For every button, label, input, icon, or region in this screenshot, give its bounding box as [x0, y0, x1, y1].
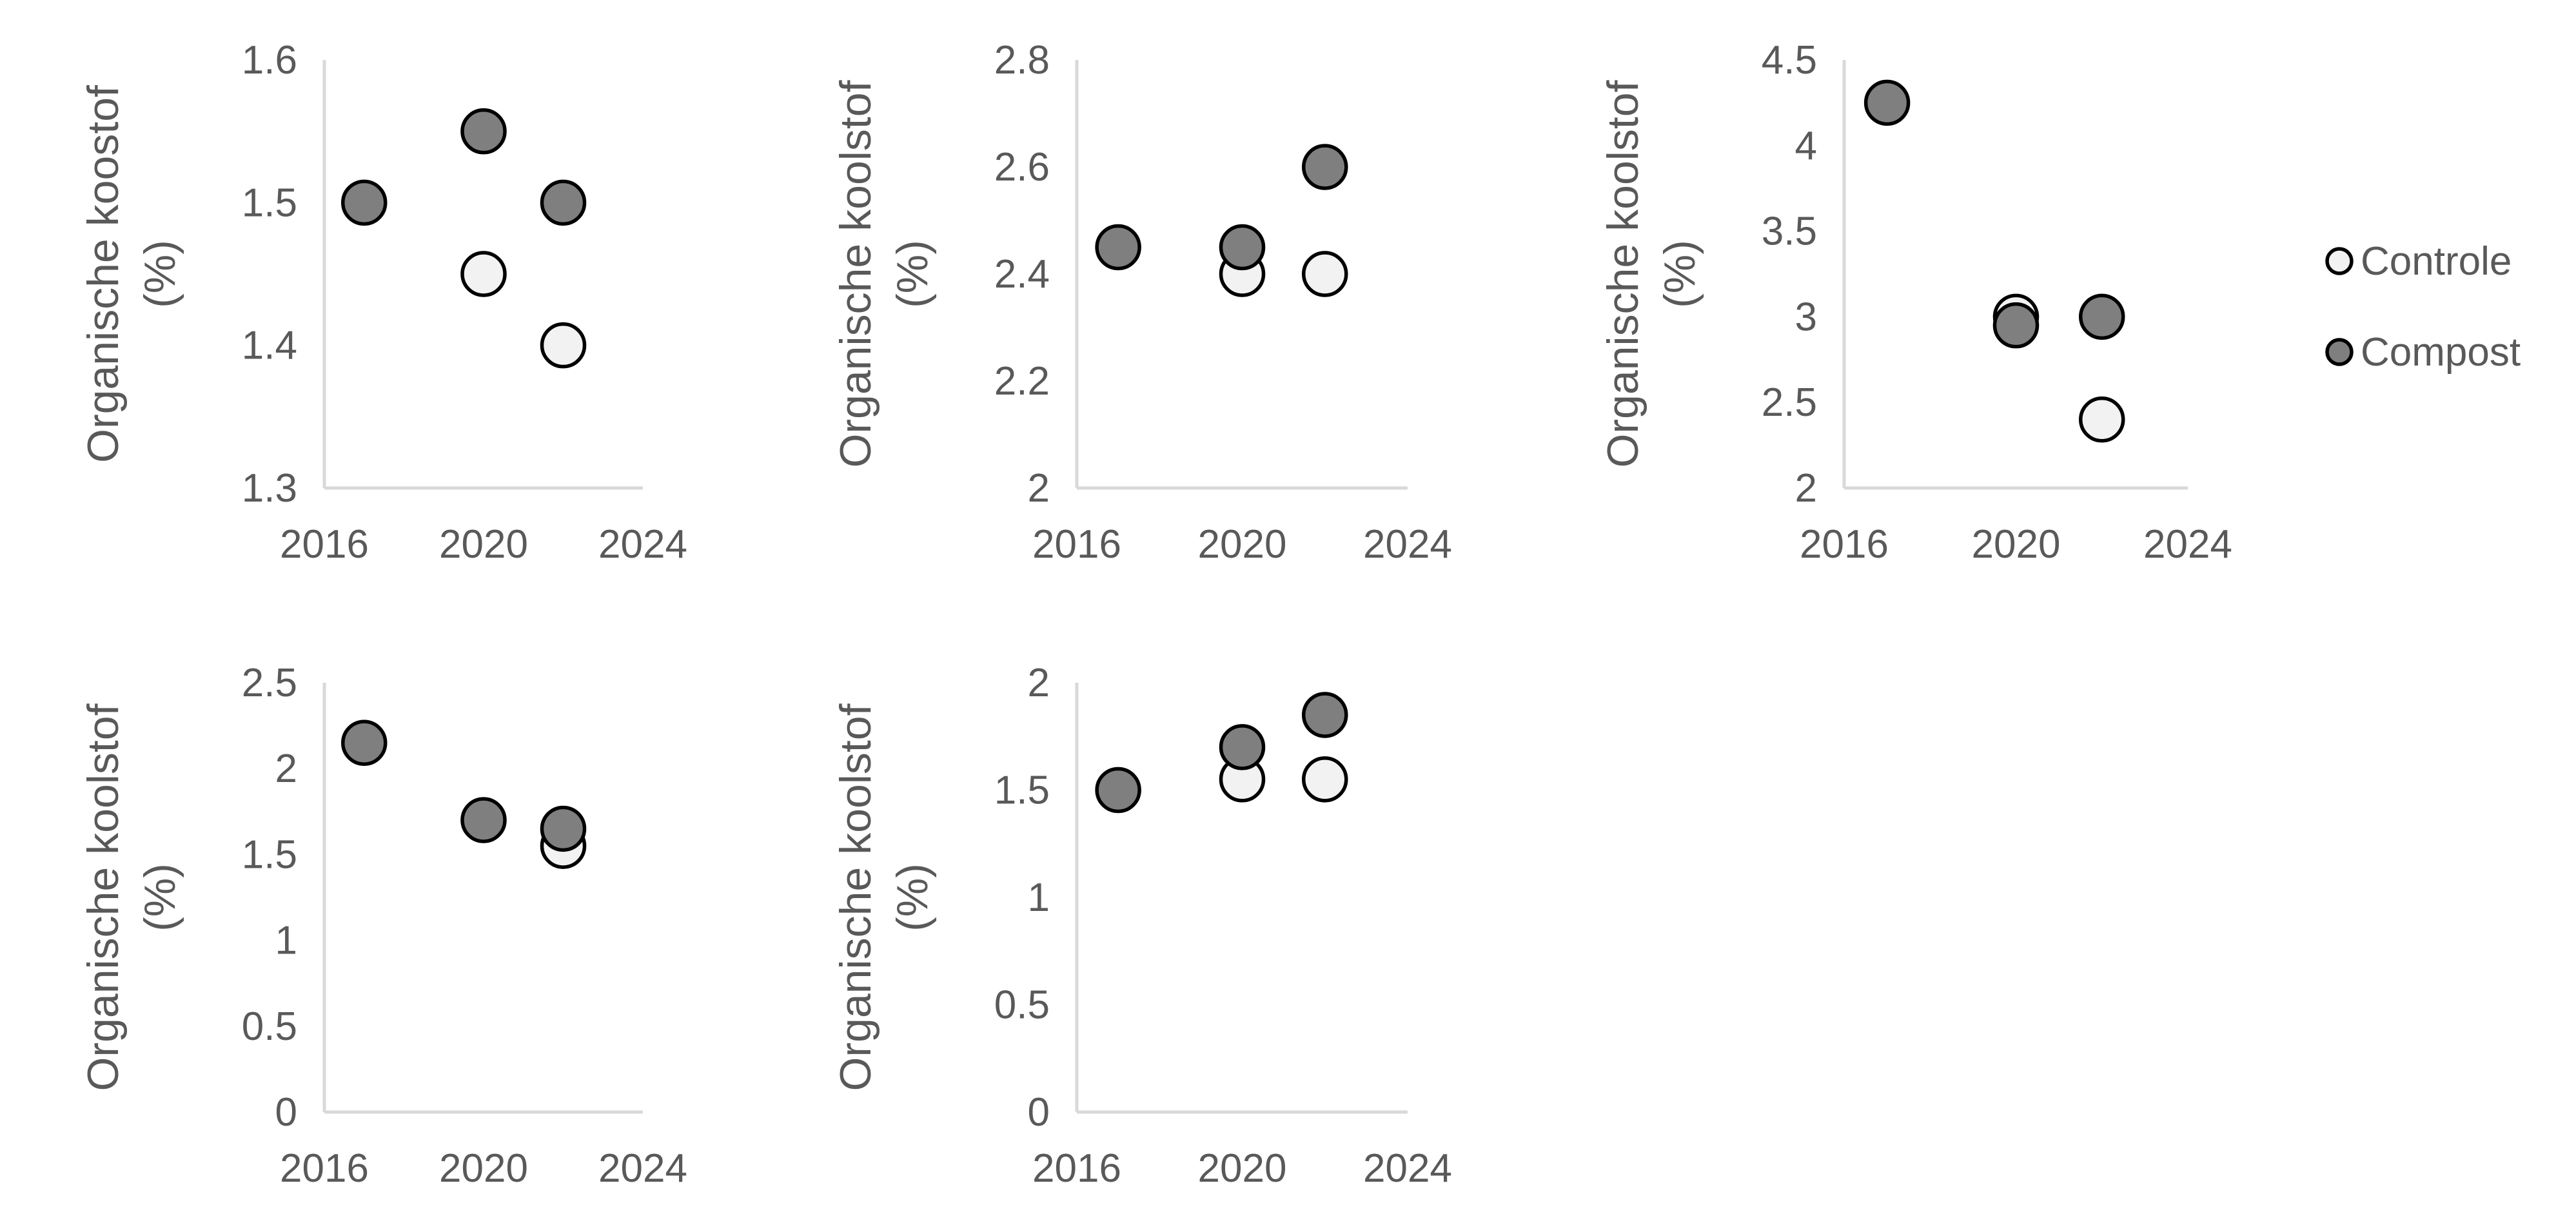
chart-panel-4: 0 0.5 1 1.5 2 2.5 2016 2020 2024 Organische kools…	[79, 661, 687, 1191]
x-tick-label: 2016	[1032, 522, 1121, 567]
y-tick-label: 1	[275, 919, 297, 963]
chart-legend: Controle Compost	[2325, 239, 2521, 375]
y-tick-label: 1.5	[242, 181, 297, 225]
y-axis-title-unit: (%)	[135, 240, 184, 308]
y-tick-label: 2	[1795, 466, 1817, 511]
y-tick-label: 2.5	[1762, 380, 1817, 425]
x-tick-label: 2016	[1800, 522, 1889, 567]
y-axis-title-unit: (%)	[888, 863, 937, 932]
chart-panel-1: 1.3 1.4 1.5 1.6 2016 2020 2024 Organische koost…	[79, 38, 687, 567]
chart-panel-5: 0 0.5 1 1.5 2 2016 2020 2024 Organische koolstof…	[831, 661, 1452, 1191]
x-tick-label: 2020	[439, 1146, 528, 1191]
y-tick-label: 1.4	[242, 324, 297, 368]
y-tick-label: 0	[275, 1090, 297, 1135]
y-tick-label: 2.6	[994, 145, 1050, 190]
y-axis-title: Organische koolstof	[831, 80, 880, 467]
x-tick-label: 2016	[280, 522, 369, 567]
x-tick-label: 2020	[1198, 522, 1287, 567]
y-tick-label: 2	[1028, 466, 1050, 511]
y-axis-title: Organische koolstof	[1598, 80, 1647, 467]
y-tick-label: 2	[275, 747, 297, 791]
y-tick-label: 2.8	[994, 38, 1050, 83]
x-tick-label: 2024	[1363, 522, 1452, 567]
legend-marker-controle	[2325, 247, 2354, 275]
y-tick-label: 3.5	[1762, 210, 1817, 254]
data-point-compost	[1863, 79, 1911, 126]
y-tick-label: 1.5	[242, 832, 297, 877]
x-tick-label: 2020	[1972, 522, 2061, 567]
legend-label-compost: Compost	[2361, 330, 2521, 375]
y-axis-title-unit: (%)	[888, 240, 937, 308]
legend-marker-compost	[2325, 338, 2354, 366]
data-point-compost	[1992, 302, 2040, 349]
legend-label-controle: Controle	[2361, 239, 2512, 284]
y-tick-label: 4	[1795, 124, 1817, 168]
data-point-compost	[540, 179, 587, 226]
data-point-compost	[341, 179, 388, 226]
x-tick-label: 2020	[439, 522, 528, 567]
x-tick-label: 2016	[1032, 1146, 1121, 1191]
y-tick-label: 2.2	[994, 359, 1050, 404]
y-axis-title-unit: (%)	[1655, 240, 1704, 308]
data-point-controle	[1302, 251, 1348, 297]
data-point-compost	[1302, 692, 1348, 738]
chart-panel-3: 2 2.5 3 3.5 4 4.5 2016 2020 2024 Organische kools…	[1598, 38, 2232, 567]
data-point-controle	[2079, 396, 2125, 443]
data-point-compost	[1219, 724, 1266, 770]
data-point-compost	[1095, 224, 1141, 271]
data-point-compost	[1302, 144, 1348, 190]
data-point-controle	[1302, 756, 1348, 803]
x-tick-label: 2024	[598, 522, 687, 567]
chart-panel-2: 2 2.2 2.4 2.6 2.8 2016 2020 2024 Organische kool…	[831, 38, 1452, 567]
y-tick-label: 2.4	[994, 252, 1050, 297]
y-tick-label: 2.5	[242, 661, 297, 705]
y-tick-label: 4.5	[1762, 38, 1817, 83]
y-tick-label: 0.5	[994, 983, 1050, 1028]
y-axis-title: Organische koostof	[79, 85, 128, 463]
y-tick-label: 1	[1028, 875, 1050, 920]
x-tick-label: 2024	[2143, 522, 2232, 567]
data-point-compost	[2079, 293, 2125, 340]
data-point-compost	[540, 805, 587, 852]
y-tick-label: 2	[1028, 661, 1050, 705]
data-point-compost	[460, 108, 507, 155]
y-tick-label: 0.5	[242, 1004, 297, 1049]
x-tick-label: 2024	[1363, 1146, 1452, 1191]
data-point-controle	[540, 322, 587, 369]
y-axis-title: Organische koolstof	[79, 703, 128, 1091]
y-axis-title-unit: (%)	[135, 863, 184, 932]
data-point-compost	[1219, 224, 1266, 271]
data-point-compost	[460, 797, 507, 843]
x-tick-label: 2024	[598, 1146, 687, 1191]
x-tick-label: 2016	[280, 1146, 369, 1191]
y-axis-title: Organische koolstof	[831, 703, 880, 1091]
y-tick-label: 1.3	[242, 466, 297, 511]
y-tick-label: 0	[1028, 1090, 1050, 1135]
y-tick-label: 1.5	[994, 768, 1050, 813]
data-point-compost	[341, 719, 388, 766]
data-point-controle	[460, 251, 507, 297]
y-tick-label: 3	[1795, 295, 1817, 339]
y-tick-label: 1.6	[242, 38, 297, 83]
data-point-compost	[1095, 767, 1141, 814]
x-tick-label: 2020	[1198, 1146, 1287, 1191]
